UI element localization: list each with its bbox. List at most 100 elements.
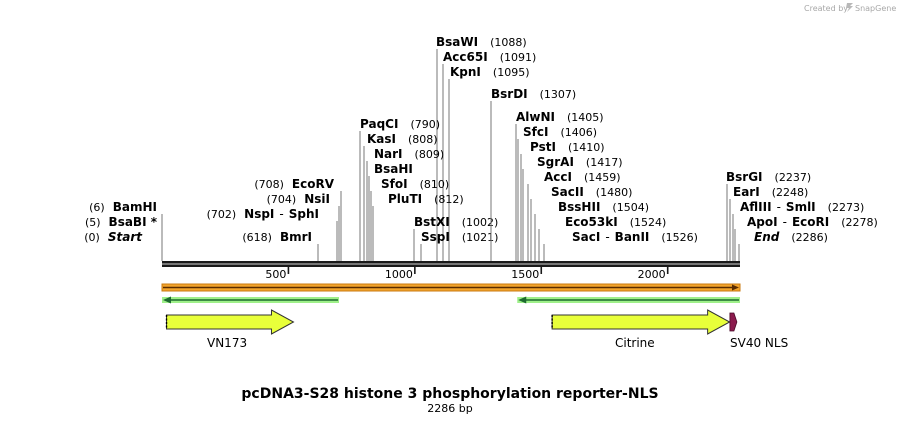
site-nsii: (704) NsiI — [267, 192, 340, 261]
site-label: BssHII (1504) — [558, 200, 649, 214]
site-label: ApoI - EcoRI (2278) — [747, 215, 878, 229]
site-label: (0) Start — [84, 230, 143, 244]
site-label: BsrGI (2237) — [726, 170, 811, 184]
site-name: PaqCI — [360, 117, 398, 131]
site-label: (702) NspI - SphI — [207, 207, 319, 221]
site-afliii: AflIII - SmlI (2273) — [732, 200, 865, 261]
site-position: (2273) — [828, 201, 865, 214]
site-separator: - — [605, 230, 609, 244]
site-bsshii: BssHII (1504) — [534, 200, 649, 261]
site-name: KpnI — [450, 65, 481, 79]
site-name: AflIII — [740, 200, 772, 214]
sequence-backbone-bottom — [162, 264, 740, 267]
site-position: (1095) — [493, 66, 530, 79]
site-position: (1504) — [612, 201, 649, 214]
site-apoi: ApoI - EcoRI (2278) — [734, 215, 878, 261]
site-nspi: (702) NspI - SphI — [207, 207, 338, 261]
site-sgrai: SgrAI (1417) — [522, 155, 623, 261]
site-bsrgi: BsrGI (2237) — [726, 170, 811, 261]
site-eari: EarI (2248) — [729, 185, 808, 261]
site-saci: SacI - BanII (1526) — [543, 230, 698, 261]
site-position: (812) — [434, 193, 464, 206]
site-position: (702) — [207, 208, 237, 221]
site-name: SgrAI — [537, 155, 574, 169]
position-ruler: 500 1000 1500 2000 — [265, 266, 669, 281]
site-position: (5) — [85, 216, 101, 229]
site-position: (1307) — [540, 88, 577, 101]
site-name: BstXI — [414, 215, 450, 229]
site-position: (1524) — [630, 216, 667, 229]
credit-prefix: Created by — [804, 4, 848, 13]
site-label: Eco53kI (1524) — [565, 215, 666, 229]
site-label: SacII (1480) — [551, 185, 632, 199]
site-ecorv: (708) EcoRV — [254, 177, 342, 261]
sequence-length: 2286 bp — [427, 402, 472, 415]
site-position: (1417) — [586, 156, 623, 169]
site-position: (1480) — [596, 186, 633, 199]
site-position: (810) — [420, 178, 450, 191]
site-name: SfoI — [381, 177, 408, 191]
site-position: (1406) — [560, 126, 597, 139]
site-name: BsrGI — [726, 170, 763, 184]
site-kpni: KpnI (1095) — [448, 65, 529, 261]
site-label: (708) EcoRV — [254, 177, 334, 191]
site-name-2: BanII — [615, 230, 650, 244]
site-position: (1410) — [568, 141, 605, 154]
credit-text: Created by — [804, 4, 848, 13]
snapgene-logo-icon — [846, 3, 853, 12]
site-label: KasI (808) — [367, 132, 438, 146]
site-bmri: (618) BmrI — [242, 230, 319, 261]
site-name-2: SphI — [289, 207, 319, 221]
site-label: End (2286) — [754, 230, 828, 244]
site-label: PluTI (812) — [388, 192, 464, 206]
site-position: (2248) — [772, 186, 809, 199]
site-bsrdi: BsrDI (1307) — [490, 87, 576, 261]
orf-arrowhead — [732, 284, 739, 291]
site-name: BsaWI — [436, 35, 478, 49]
site-name: BsaBI * — [109, 215, 158, 229]
tick-label: 1500 — [511, 268, 539, 281]
site-position: (1002) — [462, 216, 499, 229]
site-name: AccI — [544, 170, 572, 184]
site-position: (808) — [408, 133, 438, 146]
site-name: Start — [108, 230, 143, 244]
site-name: SacII — [551, 185, 584, 199]
site-label: PstI (1410) — [530, 140, 605, 154]
site-name: PstI — [530, 140, 556, 154]
site-label: EarI (2248) — [733, 185, 808, 199]
site-name: ApoI — [747, 215, 778, 229]
site-label: SfoI (810) — [381, 177, 449, 191]
primer-arrowhead — [163, 296, 171, 304]
site-name-2: SmlI — [786, 200, 816, 214]
site-name-2: EcoRI — [792, 215, 829, 229]
site-position: (1405) — [567, 111, 604, 124]
site-name: Acc65I — [443, 50, 488, 64]
site-position: (809) — [415, 148, 445, 161]
site-alwni: AlwNI (1405) — [515, 110, 604, 261]
site-separator: - — [777, 200, 781, 214]
site-position: (2278) — [841, 216, 878, 229]
feature-label: VN173 — [207, 336, 247, 350]
site-label: BsaWI (1088) — [436, 35, 527, 49]
site-label: AlwNI (1405) — [516, 110, 604, 124]
site-name: BsrDI — [491, 87, 528, 101]
tick-label: 500 — [265, 268, 286, 281]
site-name: Eco53kI — [565, 215, 618, 229]
site-name: BmrI — [280, 230, 312, 244]
site-label: BsrDI (1307) — [491, 87, 576, 101]
site-label: (5) BsaBI * — [85, 215, 158, 229]
site-sfci: SfcI (1406) — [517, 125, 597, 261]
site-name: AlwNI — [516, 110, 555, 124]
site-name: NspI — [244, 207, 274, 221]
site-position: (1526) — [661, 231, 698, 244]
site-separator: - — [783, 215, 787, 229]
site-label: NarI (809) — [374, 147, 444, 161]
site-bstxi: BstXI (1002) — [413, 215, 499, 261]
site-acci: AccI (1459) — [527, 170, 621, 261]
site-label: KpnI (1095) — [450, 65, 529, 79]
site-name: EcoRV — [292, 177, 335, 191]
site-name: PluTI — [388, 192, 422, 206]
site-separator: - — [279, 207, 283, 221]
site-psti: PstI (1410) — [520, 140, 605, 261]
